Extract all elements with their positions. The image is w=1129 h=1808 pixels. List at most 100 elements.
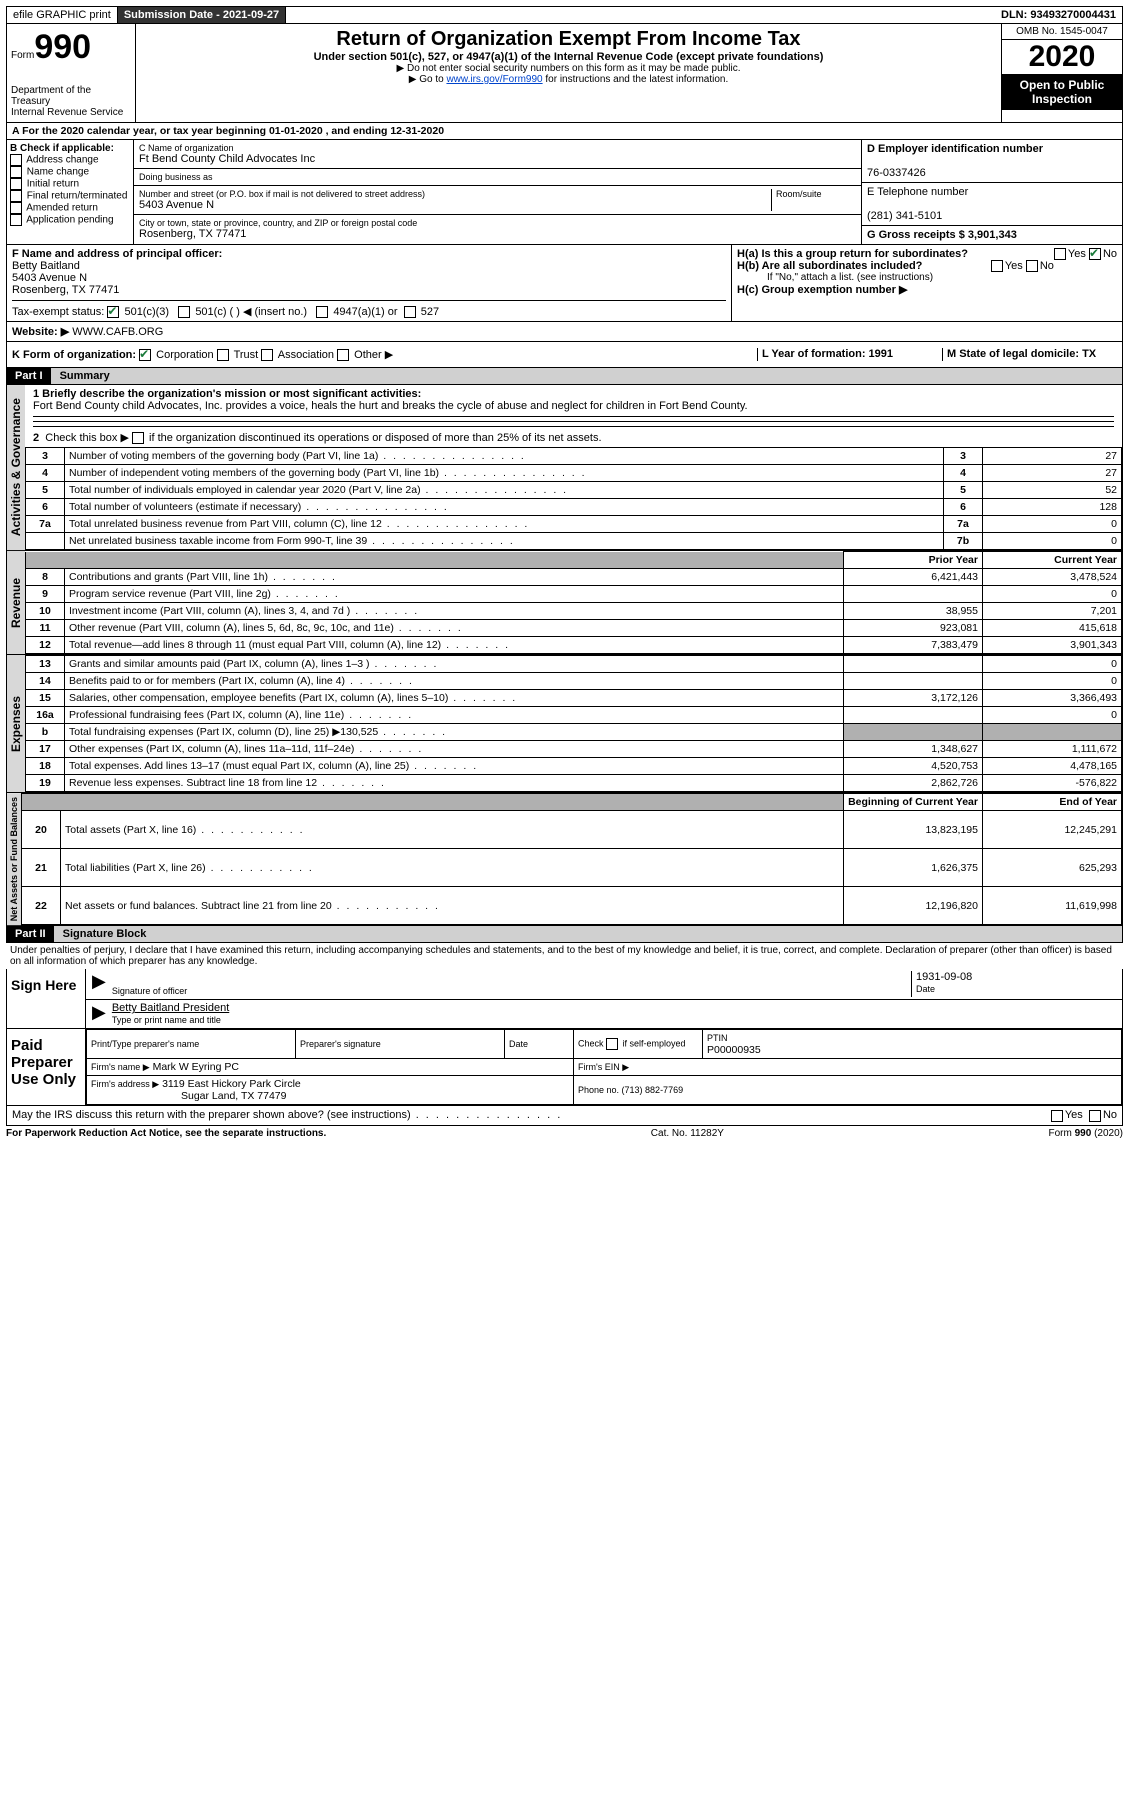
pp-name-label: Print/Type preparer's name <box>91 1039 199 1049</box>
right-col: D Employer identification number 76-0337… <box>861 140 1122 244</box>
sign-here-block: Sign Here ▶ Signature of officer 1931-09… <box>6 969 1123 1029</box>
row-cy: 0 <box>983 707 1122 724</box>
row-box: 7a <box>944 516 983 533</box>
opt-initial: Initial return <box>27 179 79 190</box>
check-ha-no[interactable] <box>1089 248 1101 260</box>
boc-header: Beginning of Current Year <box>844 794 983 811</box>
officer-addr2: Rosenberg, TX 77471 <box>12 284 119 296</box>
hb-row: H(b) Are all subordinates included? Yes … <box>737 260 1117 272</box>
row-num: 14 <box>26 673 65 690</box>
row-label: Net assets or fund balances. Subtract li… <box>61 887 844 925</box>
check-other[interactable] <box>337 349 349 361</box>
ein-val: 76-0337426 <box>867 167 926 179</box>
discuss-yes: Yes <box>1065 1109 1083 1121</box>
opt-pending: Application pending <box>26 215 113 226</box>
check-trust[interactable] <box>217 349 229 361</box>
governance-table: 3 Number of voting members of the govern… <box>25 447 1122 550</box>
ha-label: H(a) Is this a group return for subordin… <box>737 248 968 260</box>
check-527[interactable] <box>404 306 416 318</box>
ha-row: H(a) Is this a group return for subordin… <box>737 248 1117 260</box>
dln-label: DLN: 93493270004431 <box>995 7 1122 23</box>
open1: Open to Public <box>1020 78 1105 92</box>
tax-year-line: A For the 2020 calendar year, or tax yea… <box>6 123 1123 140</box>
footer-left: For Paperwork Reduction Act Notice, see … <box>6 1128 326 1139</box>
row-label: Benefits paid to or for members (Part IX… <box>65 673 844 690</box>
check-discontinued[interactable] <box>132 432 144 444</box>
opt-name: Name change <box>27 167 89 178</box>
paid-preparer-label: Paid Preparer Use Only <box>7 1029 86 1105</box>
l2-text: Check this box ▶ if the organization dis… <box>45 432 601 444</box>
opt-501c3: 501(c)(3) <box>124 306 169 318</box>
row-label: Total assets (Part X, line 16) <box>61 811 844 849</box>
declaration: Under penalties of perjury, I declare th… <box>6 943 1123 969</box>
check-pending[interactable] <box>10 214 22 226</box>
revenue-block: Revenue Prior YearCurrent Year 8 Contrib… <box>6 551 1123 655</box>
l1-label: 1 Briefly describe the organization's mi… <box>33 388 421 400</box>
side-net: Net Assets or Fund Balances <box>7 793 21 925</box>
row-py: 7,383,479 <box>844 637 983 654</box>
ein-label: D Employer identification number <box>867 143 1043 155</box>
check-discuss-no[interactable] <box>1089 1110 1101 1122</box>
check-hb-no[interactable] <box>1026 260 1038 272</box>
part1-header: Part I <box>7 368 51 384</box>
row-cy: 415,618 <box>983 620 1122 637</box>
form-header: Form990 Department of the Treasury Inter… <box>6 24 1123 123</box>
check-amended[interactable] <box>10 202 22 214</box>
check-name[interactable] <box>10 166 22 178</box>
room-label: Room/suite <box>771 189 856 211</box>
firm-addr-label: Firm's address ▶ <box>91 1079 159 1089</box>
row-num: 19 <box>26 775 65 792</box>
paid-preparer-block: Paid Preparer Use Only Print/Type prepar… <box>6 1029 1123 1106</box>
check-501c[interactable] <box>178 306 190 318</box>
check-corp[interactable] <box>139 349 151 361</box>
opt-527: 527 <box>421 306 439 318</box>
mission-block: 1 Briefly describe the organization's mi… <box>25 385 1122 447</box>
phone-cell: E Telephone number (281) 341-5101 <box>862 183 1122 226</box>
form-word: Form <box>11 50 34 61</box>
check-501c3[interactable] <box>107 306 119 318</box>
footer: For Paperwork Reduction Act Notice, see … <box>6 1126 1123 1139</box>
part1-bar: Part I Summary <box>6 368 1123 385</box>
row-cy: 625,293 <box>983 849 1122 887</box>
website-val: WWW.CAFB.ORG <box>72 326 163 338</box>
row-box: 3 <box>944 448 983 465</box>
tax-year: 2020 <box>1002 40 1122 74</box>
check-address[interactable] <box>10 154 22 166</box>
revenue-table: Prior YearCurrent Year 8 Contributions a… <box>25 551 1122 654</box>
check-final[interactable] <box>10 190 22 202</box>
dept-2: Internal Revenue Service <box>11 107 131 118</box>
row-cy: 4,478,165 <box>983 758 1122 775</box>
open-public: Open to Public Inspection <box>1002 74 1122 110</box>
submission-date-button[interactable]: Submission Date - 2021-09-27 <box>118 7 286 23</box>
firm-name-label: Firm's name ▶ <box>91 1062 150 1072</box>
row-py <box>844 586 983 603</box>
omb-number: OMB No. 1545-0047 <box>1002 24 1122 40</box>
footer-right: Form 990 (2020) <box>1049 1128 1123 1139</box>
row-label: Total number of volunteers (estimate if … <box>65 499 944 516</box>
check-4947[interactable] <box>316 306 328 318</box>
check-initial[interactable] <box>10 178 22 190</box>
name-label: C Name of organization <box>139 143 856 153</box>
sign-here-label: Sign Here <box>7 969 86 1028</box>
row-cy: 3,366,493 <box>983 690 1122 707</box>
check-ha-yes[interactable] <box>1054 248 1066 260</box>
ptin-label: PTIN <box>707 1033 728 1043</box>
row-py <box>844 656 983 673</box>
check-assoc[interactable] <box>261 349 273 361</box>
discuss-label: May the IRS discuss this return with the… <box>12 1109 562 1121</box>
form990-link[interactable]: www.irs.gov/Form990 <box>446 74 542 85</box>
check-hb-yes[interactable] <box>991 260 1003 272</box>
row-cy: 3,901,343 <box>983 637 1122 654</box>
row-py: 1,348,627 <box>844 741 983 758</box>
boxk: K Form of organization: Corporation Trus… <box>12 348 757 361</box>
city-label: City or town, state or province, country… <box>139 218 856 228</box>
row-py: 38,955 <box>844 603 983 620</box>
hb-yes: Yes <box>1005 260 1023 272</box>
row-num: 15 <box>26 690 65 707</box>
cy-header: Current Year <box>983 552 1122 569</box>
hb-note: If "No," attach a list. (see instruction… <box>737 272 1117 283</box>
officer-label: F Name and address of principal officer: <box>12 248 222 260</box>
check-discuss-yes[interactable] <box>1051 1110 1063 1122</box>
sig-date-label: Date <box>916 984 935 994</box>
check-self-employed[interactable] <box>606 1038 618 1050</box>
